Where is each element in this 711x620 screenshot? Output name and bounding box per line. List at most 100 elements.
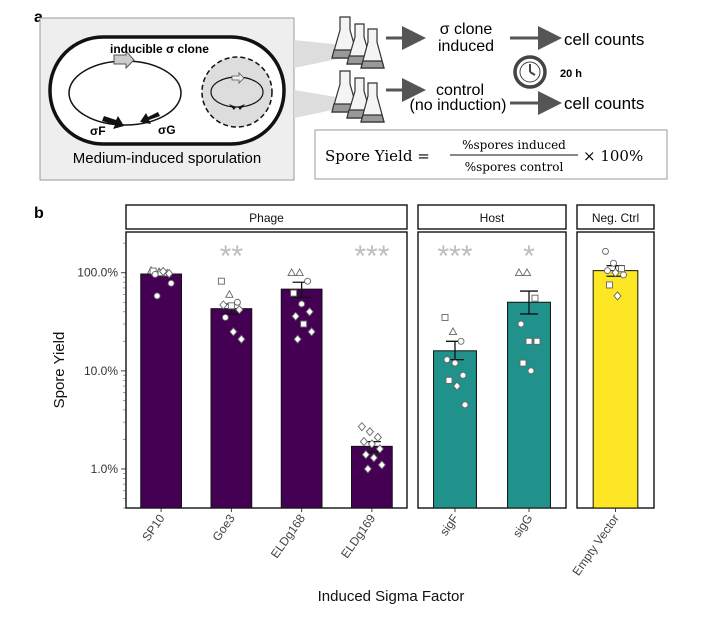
clone-arrow-icon (113, 49, 135, 70)
data-point (363, 464, 372, 474)
facet-label: Neg. Ctrl (592, 211, 639, 225)
bar (507, 301, 551, 509)
x-tick-label: ELDg168 (268, 511, 308, 560)
panel-a: a inducible σ clone σF σG Medium-induced… (34, 9, 668, 181)
clock-icon (513, 55, 547, 89)
data-point (221, 314, 229, 321)
gene-g-label: σG (158, 123, 176, 137)
data-point (525, 337, 533, 345)
data-point (165, 268, 174, 279)
sigg-arrow-icon (140, 112, 160, 124)
bar (433, 350, 477, 509)
significance-stars: ** (220, 240, 244, 273)
data-point (461, 401, 469, 409)
data-point (167, 279, 175, 287)
data-point (305, 307, 314, 317)
formula-numerator: %spores induced (462, 138, 566, 152)
data-point (304, 277, 312, 285)
x-tick-label: Goe3 (210, 511, 238, 543)
data-point (219, 300, 228, 310)
data-point (459, 371, 467, 379)
panel-a-label: a (34, 9, 43, 26)
data-point (153, 292, 161, 300)
data-point (373, 432, 382, 443)
data-point (300, 320, 308, 328)
data-point (457, 337, 465, 345)
data-point (606, 281, 613, 289)
data-point (613, 291, 622, 301)
data-point (229, 327, 238, 337)
significance-stars: * (523, 240, 535, 273)
data-point (445, 376, 453, 384)
bar (210, 308, 253, 509)
data-point (151, 271, 159, 278)
data-point (618, 265, 625, 273)
sigf-arrow-icon (102, 116, 124, 129)
x-tick-label: Empty Vector (570, 512, 622, 578)
data-point (531, 294, 539, 302)
result-2: cell counts (564, 94, 644, 113)
data-point (522, 267, 532, 276)
y-tick-label: 100.0% (77, 266, 118, 280)
data-point (367, 439, 376, 449)
facet-strip (417, 204, 567, 230)
data-point (602, 247, 609, 255)
forespore (201, 56, 273, 128)
facet-strip (576, 204, 655, 230)
data-point (517, 320, 525, 328)
data-point (611, 268, 620, 278)
data-point (235, 304, 244, 315)
data-point (443, 356, 451, 364)
data-point (452, 381, 462, 391)
forespore-gene-icon (229, 104, 245, 110)
result-1: cell counts (564, 30, 644, 49)
data-point (159, 266, 168, 277)
x-tick-label: SP10 (139, 511, 167, 543)
formula-rhs: × 100% (583, 147, 643, 165)
y-tick-label: 1.0% (91, 462, 119, 476)
x-tick-label: sigF (437, 512, 461, 539)
data-point (237, 334, 246, 344)
data-point (604, 267, 611, 275)
data-point (291, 311, 300, 321)
flask-icon-group-bottom (331, 70, 385, 123)
formula-denominator: %spores control (465, 160, 564, 174)
data-point (451, 359, 459, 367)
data-point (361, 449, 370, 460)
data-point (620, 271, 627, 279)
time-label: 20 h (560, 68, 582, 80)
data-point (369, 453, 378, 463)
bar (140, 273, 182, 509)
data-point (233, 298, 241, 306)
data-point (527, 367, 535, 375)
facet-strip (125, 204, 408, 230)
data-point (290, 289, 298, 297)
wedge-bottom (294, 90, 342, 118)
flask-icon-group-top (331, 16, 385, 69)
row1-text-2: induced (438, 38, 494, 55)
gene-f-label: σF (90, 124, 106, 138)
y-tick-label: 10.0% (84, 364, 118, 378)
y-axis-title: Spore Yield (51, 332, 68, 409)
facet-label: Host (480, 211, 505, 225)
data-point (217, 277, 225, 285)
data-point (307, 327, 316, 337)
bar (592, 270, 639, 509)
data-point (298, 300, 306, 308)
data-point (293, 334, 302, 344)
significance-stars: *** (437, 240, 472, 273)
data-point (359, 436, 368, 447)
panel-b-label: b (34, 205, 44, 222)
data-point (227, 302, 235, 310)
data-point (448, 327, 458, 336)
row2-text-1: control (436, 82, 484, 99)
formula-lhs: Spore Yield = (325, 147, 430, 165)
facet-label: Phage (249, 211, 284, 225)
medium-label: Medium-induced sporulation (73, 150, 261, 167)
data-point (441, 314, 449, 321)
wedge-top (294, 40, 342, 68)
forespore-clone-icon (231, 72, 245, 84)
data-point (295, 267, 304, 276)
clone-label: inducible σ clone (110, 42, 209, 56)
